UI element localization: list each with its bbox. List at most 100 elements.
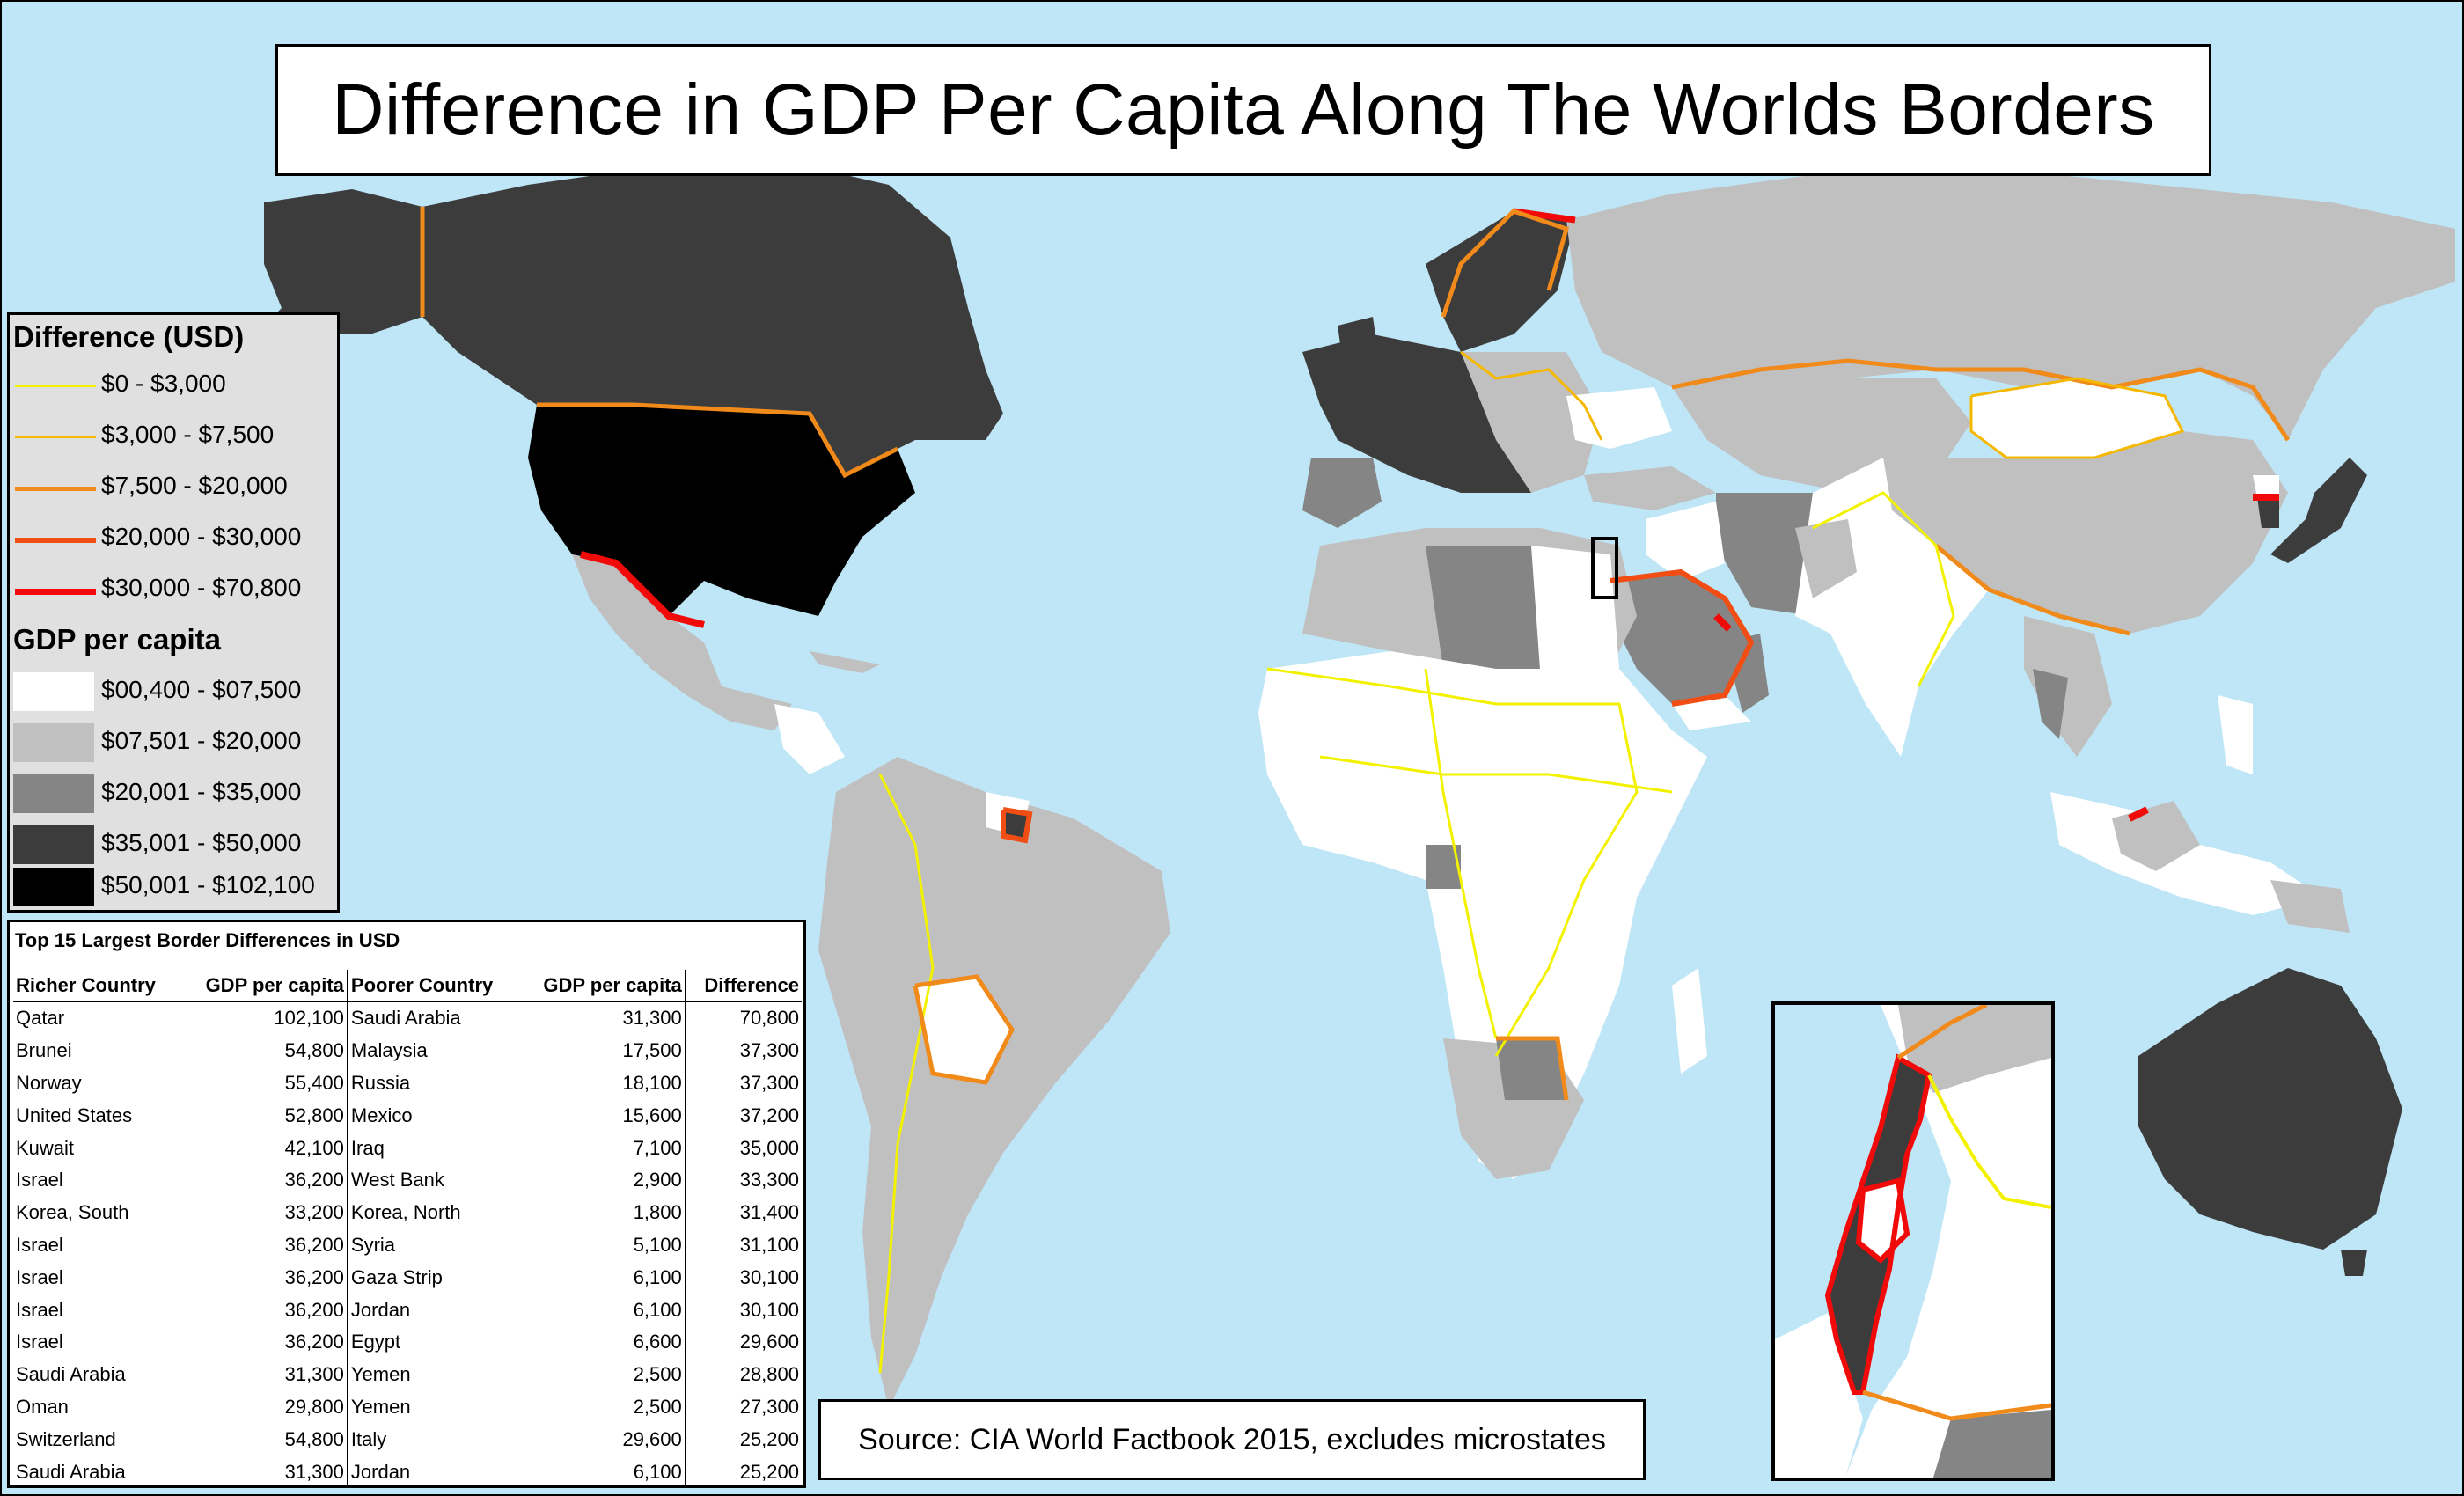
cell-poorer-gdp: 17,500 [518, 1034, 686, 1067]
table-row: Norway 55,400 Russia 18,100 37,300 [13, 1067, 802, 1100]
gabon-shape [1426, 845, 1461, 889]
cell-poorer-country: Yemen [350, 1395, 411, 1418]
legend-difference-label: $0 - $3,000 [101, 370, 226, 397]
cell-poorer-country: Gaza Strip [350, 1265, 443, 1288]
header-poorer-gdp: GDP per capita [518, 970, 686, 1002]
cell-poorer-country: Italy [350, 1427, 387, 1450]
cell-poorer-gdp: 7,100 [518, 1132, 686, 1164]
us-canada-border [537, 402, 899, 479]
legend-line-swatch [15, 385, 96, 387]
cell-richer-country: Korea, South [16, 1201, 129, 1224]
legend-difference-item: $20,000 - $30,000 [10, 514, 335, 563]
cell-richer-country: Israel [16, 1298, 63, 1321]
qatar-border [1713, 613, 1732, 632]
legend-line-swatch [15, 487, 96, 491]
cell-poorer-gdp: 2,500 [518, 1390, 686, 1424]
legend-gdp-label: $20,001 - $35,000 [101, 778, 302, 805]
cell-poorer-gdp: 29,600 [518, 1423, 686, 1456]
egypt-shape [1531, 546, 1619, 669]
header-difference: Difference [685, 970, 802, 1002]
cell-poorer-country: Yemen [350, 1363, 411, 1386]
cell-richer-country: Switzerland [16, 1427, 116, 1450]
sub-saharan-africa-shape [1258, 651, 1707, 1179]
legend-fill-swatch [13, 774, 94, 813]
saudi-arabia-shape [1610, 572, 1751, 704]
table-header-row: Richer Country GDP per capita Poorer Cou… [13, 970, 802, 1002]
cell-difference: 37,300 [739, 1039, 799, 1062]
southern-africa-border [1496, 1036, 1569, 1101]
cell-difference: 30,100 [739, 1298, 799, 1321]
table-row: Israel 36,200 Egypt 6,600 29,600 [13, 1325, 802, 1359]
cell-difference: 30,100 [739, 1265, 799, 1288]
cell-richer-gdp: 102,100 [180, 1001, 348, 1035]
inset-map-svg [1775, 1005, 2051, 1478]
libya-shape [1426, 546, 1540, 669]
legend-line-swatch [15, 436, 96, 438]
philippines-shape [2218, 695, 2253, 774]
iraq-shape [1646, 502, 1725, 581]
pakistan-shape [1795, 519, 1857, 598]
legend-gdp-item: $20,001 - $35,000 [10, 769, 335, 818]
botswana-shape [1496, 1038, 1566, 1100]
cell-poorer-gdp: 6,100 [518, 1456, 686, 1488]
legend-line-swatch [15, 538, 96, 543]
eu-east-border [1460, 350, 1603, 441]
cell-richer-gdp: 55,400 [180, 1067, 348, 1100]
cell-difference: 27,300 [739, 1395, 799, 1418]
legend-difference-heading: Difference (USD) [13, 320, 245, 353]
cell-difference: 31,400 [739, 1201, 799, 1224]
header-richer-country: Richer Country [13, 970, 181, 1002]
table-row: Israel 36,200 Syria 5,100 31,100 [13, 1228, 802, 1262]
cell-difference: 33,300 [739, 1169, 799, 1192]
legend-gdp-heading: GDP per capita [13, 623, 221, 656]
legend-gdp-item: $00,400 - $07,500 [10, 667, 335, 716]
cell-poorer-country: West Bank [350, 1169, 444, 1192]
cell-richer-gdp: 36,200 [180, 1294, 348, 1326]
japan-shape [2270, 458, 2367, 563]
cell-richer-gdp: 42,100 [180, 1132, 348, 1164]
cell-poorer-gdp: 5,100 [518, 1228, 686, 1262]
legend-gdp-label: $07,501 - $20,000 [101, 727, 302, 754]
table-row: Saudi Arabia 31,300 Yemen 2,500 28,800 [13, 1358, 802, 1391]
oman-shape [1725, 634, 1769, 713]
legend-difference-label: $20,000 - $30,000 [101, 523, 302, 550]
legend-gdp-label: $00,400 - $07,500 [101, 676, 302, 703]
table-row: Brunei 54,800 Malaysia 17,500 37,300 [13, 1034, 802, 1067]
us-mexico-border [580, 551, 705, 628]
cell-difference: 37,300 [739, 1071, 799, 1094]
cell-richer-country: Saudi Arabia [16, 1460, 126, 1483]
thailand-shape [2033, 669, 2068, 739]
australia-shape [2138, 968, 2402, 1250]
cell-richer-gdp: 52,800 [180, 1099, 348, 1133]
cell-poorer-country: Jordan [350, 1460, 411, 1483]
cell-poorer-gdp: 2,900 [518, 1163, 686, 1197]
cell-richer-gdp: 54,800 [180, 1034, 348, 1067]
legend-difference-label: $7,500 - $20,000 [101, 472, 288, 499]
legend-difference-item: $3,000 - $7,500 [10, 412, 335, 461]
cell-richer-gdp: 36,200 [180, 1325, 348, 1359]
canada-shape [422, 163, 1003, 475]
cell-richer-gdp: 36,200 [180, 1228, 348, 1262]
israel-locator-box [1591, 537, 1618, 599]
russia-shape [1566, 167, 2455, 440]
cell-difference: 31,100 [739, 1233, 799, 1256]
mongolia-border [1969, 377, 2185, 459]
title-box: Difference in GDP Per Capita Along The W… [275, 44, 2211, 176]
cell-difference: 29,600 [739, 1331, 799, 1353]
legend-gdp-item: $07,501 - $20,000 [10, 718, 335, 767]
legend-fill-swatch [13, 723, 94, 762]
mongolia-shape [1971, 378, 2182, 458]
top15-table: Top 15 Largest Border Differences in USD… [7, 920, 806, 1488]
north-korea-shape [2253, 475, 2279, 497]
table-row: Oman 29,800 Yemen 2,500 27,300 [13, 1390, 802, 1424]
scandinavia-shape [1426, 211, 1575, 352]
cell-poorer-gdp: 1,800 [518, 1196, 686, 1229]
cell-richer-gdp: 31,300 [180, 1358, 348, 1391]
uk-shape [1338, 317, 1382, 387]
cell-poorer-country: Malaysia [350, 1039, 428, 1062]
iberia-shape [1302, 458, 1382, 528]
cell-poorer-country: Korea, North [350, 1201, 461, 1224]
middle-east-border [1610, 568, 1755, 707]
table-row: Korea, South 33,200 Korea, North 1,800 31,40… [13, 1196, 802, 1229]
